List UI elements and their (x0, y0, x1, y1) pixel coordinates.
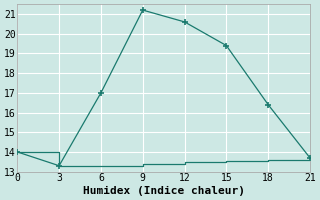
X-axis label: Humidex (Indice chaleur): Humidex (Indice chaleur) (83, 186, 244, 196)
